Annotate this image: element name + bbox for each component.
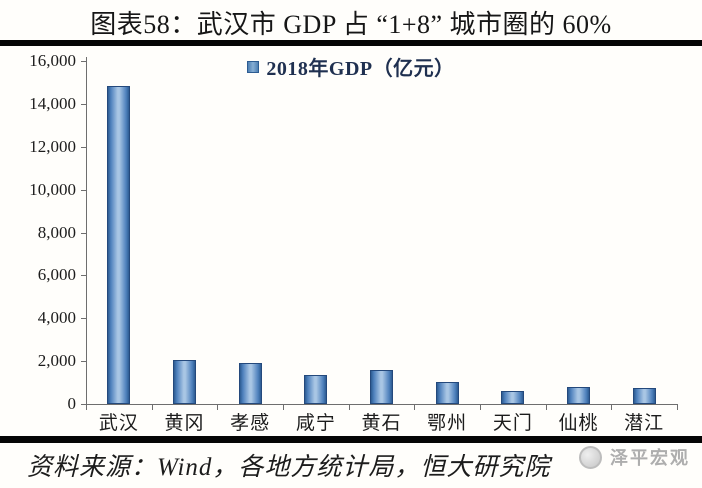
- y-tick: [81, 275, 86, 277]
- x-tick-label: 黄石: [361, 413, 402, 434]
- x-tick: [283, 404, 284, 410]
- chart-legend: 2018年GDP（亿元）: [0, 52, 702, 81]
- x-tick: [545, 404, 547, 410]
- title-divider: [0, 40, 702, 46]
- bar-潜江: [632, 388, 656, 404]
- bar-黄石: [370, 369, 393, 404]
- y-tick: [81, 361, 86, 363]
- y-tick-label: 0: [67, 394, 77, 413]
- x-tick-label: 仙桃: [558, 413, 599, 434]
- y-tick: [81, 61, 86, 62]
- gdp-bar-chart: 2018年GDP（亿元） 0 2,000 4,000 6,000 8,000 10,000…: [0, 51, 702, 434]
- bar-武汉: [107, 85, 131, 404]
- y-tick: [81, 318, 86, 320]
- y-tick-label: 2,000: [37, 351, 76, 371]
- watermark-logo-icon: [579, 445, 602, 469]
- y-tick-label: 10,000: [29, 179, 76, 199]
- x-tick: [217, 404, 219, 410]
- y-tick: [81, 232, 86, 234]
- x-tick: [611, 404, 613, 410]
- bar-咸宁: [304, 374, 328, 404]
- y-tick: [81, 189, 86, 191]
- bar-仙桃: [567, 386, 590, 404]
- y-tick-label: 6,000: [37, 265, 76, 285]
- x-tick-label: 孝感: [230, 413, 271, 434]
- x-tick-label: 潜江: [624, 413, 665, 434]
- y-tick-label: 16,000: [29, 51, 76, 70]
- y-tick-label: 4,000: [37, 308, 76, 328]
- y-axis: [86, 57, 87, 405]
- x-tick: [86, 404, 87, 410]
- y-tick: [81, 404, 86, 405]
- x-tick-label: 天门: [492, 413, 533, 434]
- y-tick: [81, 146, 86, 148]
- bar-孝感: [238, 363, 262, 404]
- x-tick-label: 咸宁: [295, 413, 336, 434]
- x-tick: [677, 404, 678, 410]
- y-tick-label: 12,000: [29, 136, 76, 156]
- x-tick-label: 鄂州: [427, 413, 468, 434]
- footer-divider: [0, 436, 702, 443]
- data-source: 资料来源：Wind，各地方统计局，恒大研究院: [27, 454, 551, 481]
- x-tick-label: 黄冈: [164, 413, 205, 434]
- x-tick: [414, 404, 416, 410]
- y-tick-label: 8,000: [37, 222, 76, 242]
- chart-figure-title: 图表58：武汉市 GDP 占 “1+8” 城市圈的 60%: [90, 10, 612, 39]
- x-axis: [86, 404, 678, 405]
- x-tick: [348, 404, 350, 410]
- legend-label: 2018年GDP（亿元）: [266, 58, 455, 80]
- x-tick: [480, 404, 481, 410]
- watermark-label: 泽平宏观: [610, 448, 690, 468]
- y-tick-label: 14,000: [29, 93, 76, 113]
- x-tick: [151, 404, 153, 410]
- watermark: 泽平宏观: [579, 444, 690, 470]
- y-tick: [81, 103, 86, 105]
- legend-marker-icon: [247, 60, 260, 73]
- bar-黄冈: [173, 360, 196, 404]
- bar-天门: [501, 391, 525, 404]
- bar-鄂州: [435, 382, 459, 404]
- x-tick-label: 武汉: [98, 413, 139, 434]
